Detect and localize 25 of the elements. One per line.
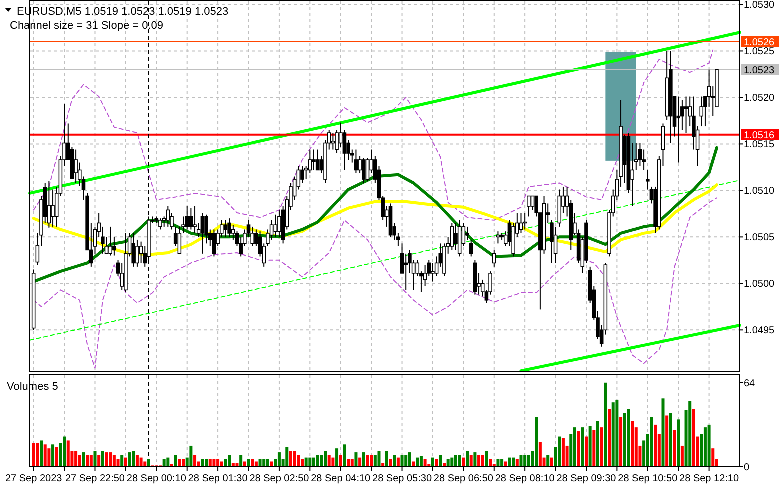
y-tick-label: 1.0530 [744,0,776,12]
y-tick-label: 0 [744,462,750,474]
y-tick-label: 1.0520 [744,93,776,104]
x-tick-label: 27 Sep 2023 [5,474,63,484]
x-tick-label: 28 Sep 10:50 [618,474,678,484]
y-tick-label: 1.0510 [744,186,776,198]
ref-line-label: 1.0523 [744,65,776,76]
x-tick-label: 28 Sep 00:10 [126,474,187,484]
x-tick-label: 28 Sep 12:10 [680,474,740,484]
x-tick-label: 28 Sep 08:10 [495,474,556,484]
x-tick-label: 28 Sep 06:50 [434,474,494,484]
x-tick-label: 28 Sep 05:30 [372,474,432,484]
ref-line-label: 1.0526 [744,37,776,48]
y-tick-label: 1.0515 [744,140,776,151]
x-tick-label: 28 Sep 02:50 [250,474,310,484]
y-tick-label: 1.0505 [744,232,776,244]
x-tick-label: 28 Sep 01:30 [188,474,248,484]
y-tick-label: 1.0500 [744,279,776,290]
y-tick-label: 1.0525 [744,46,776,58]
x-tick-label: 27 Sep 22:50 [65,474,126,484]
y-tick-label: 1.0495 [744,326,776,337]
x-tick-label: 28 Sep 09:30 [556,474,617,484]
y-tick-label: 64 [744,378,756,390]
ref-line-label: 1.0516 [744,130,776,142]
x-tick-label: 28 Sep 04:10 [311,474,372,484]
